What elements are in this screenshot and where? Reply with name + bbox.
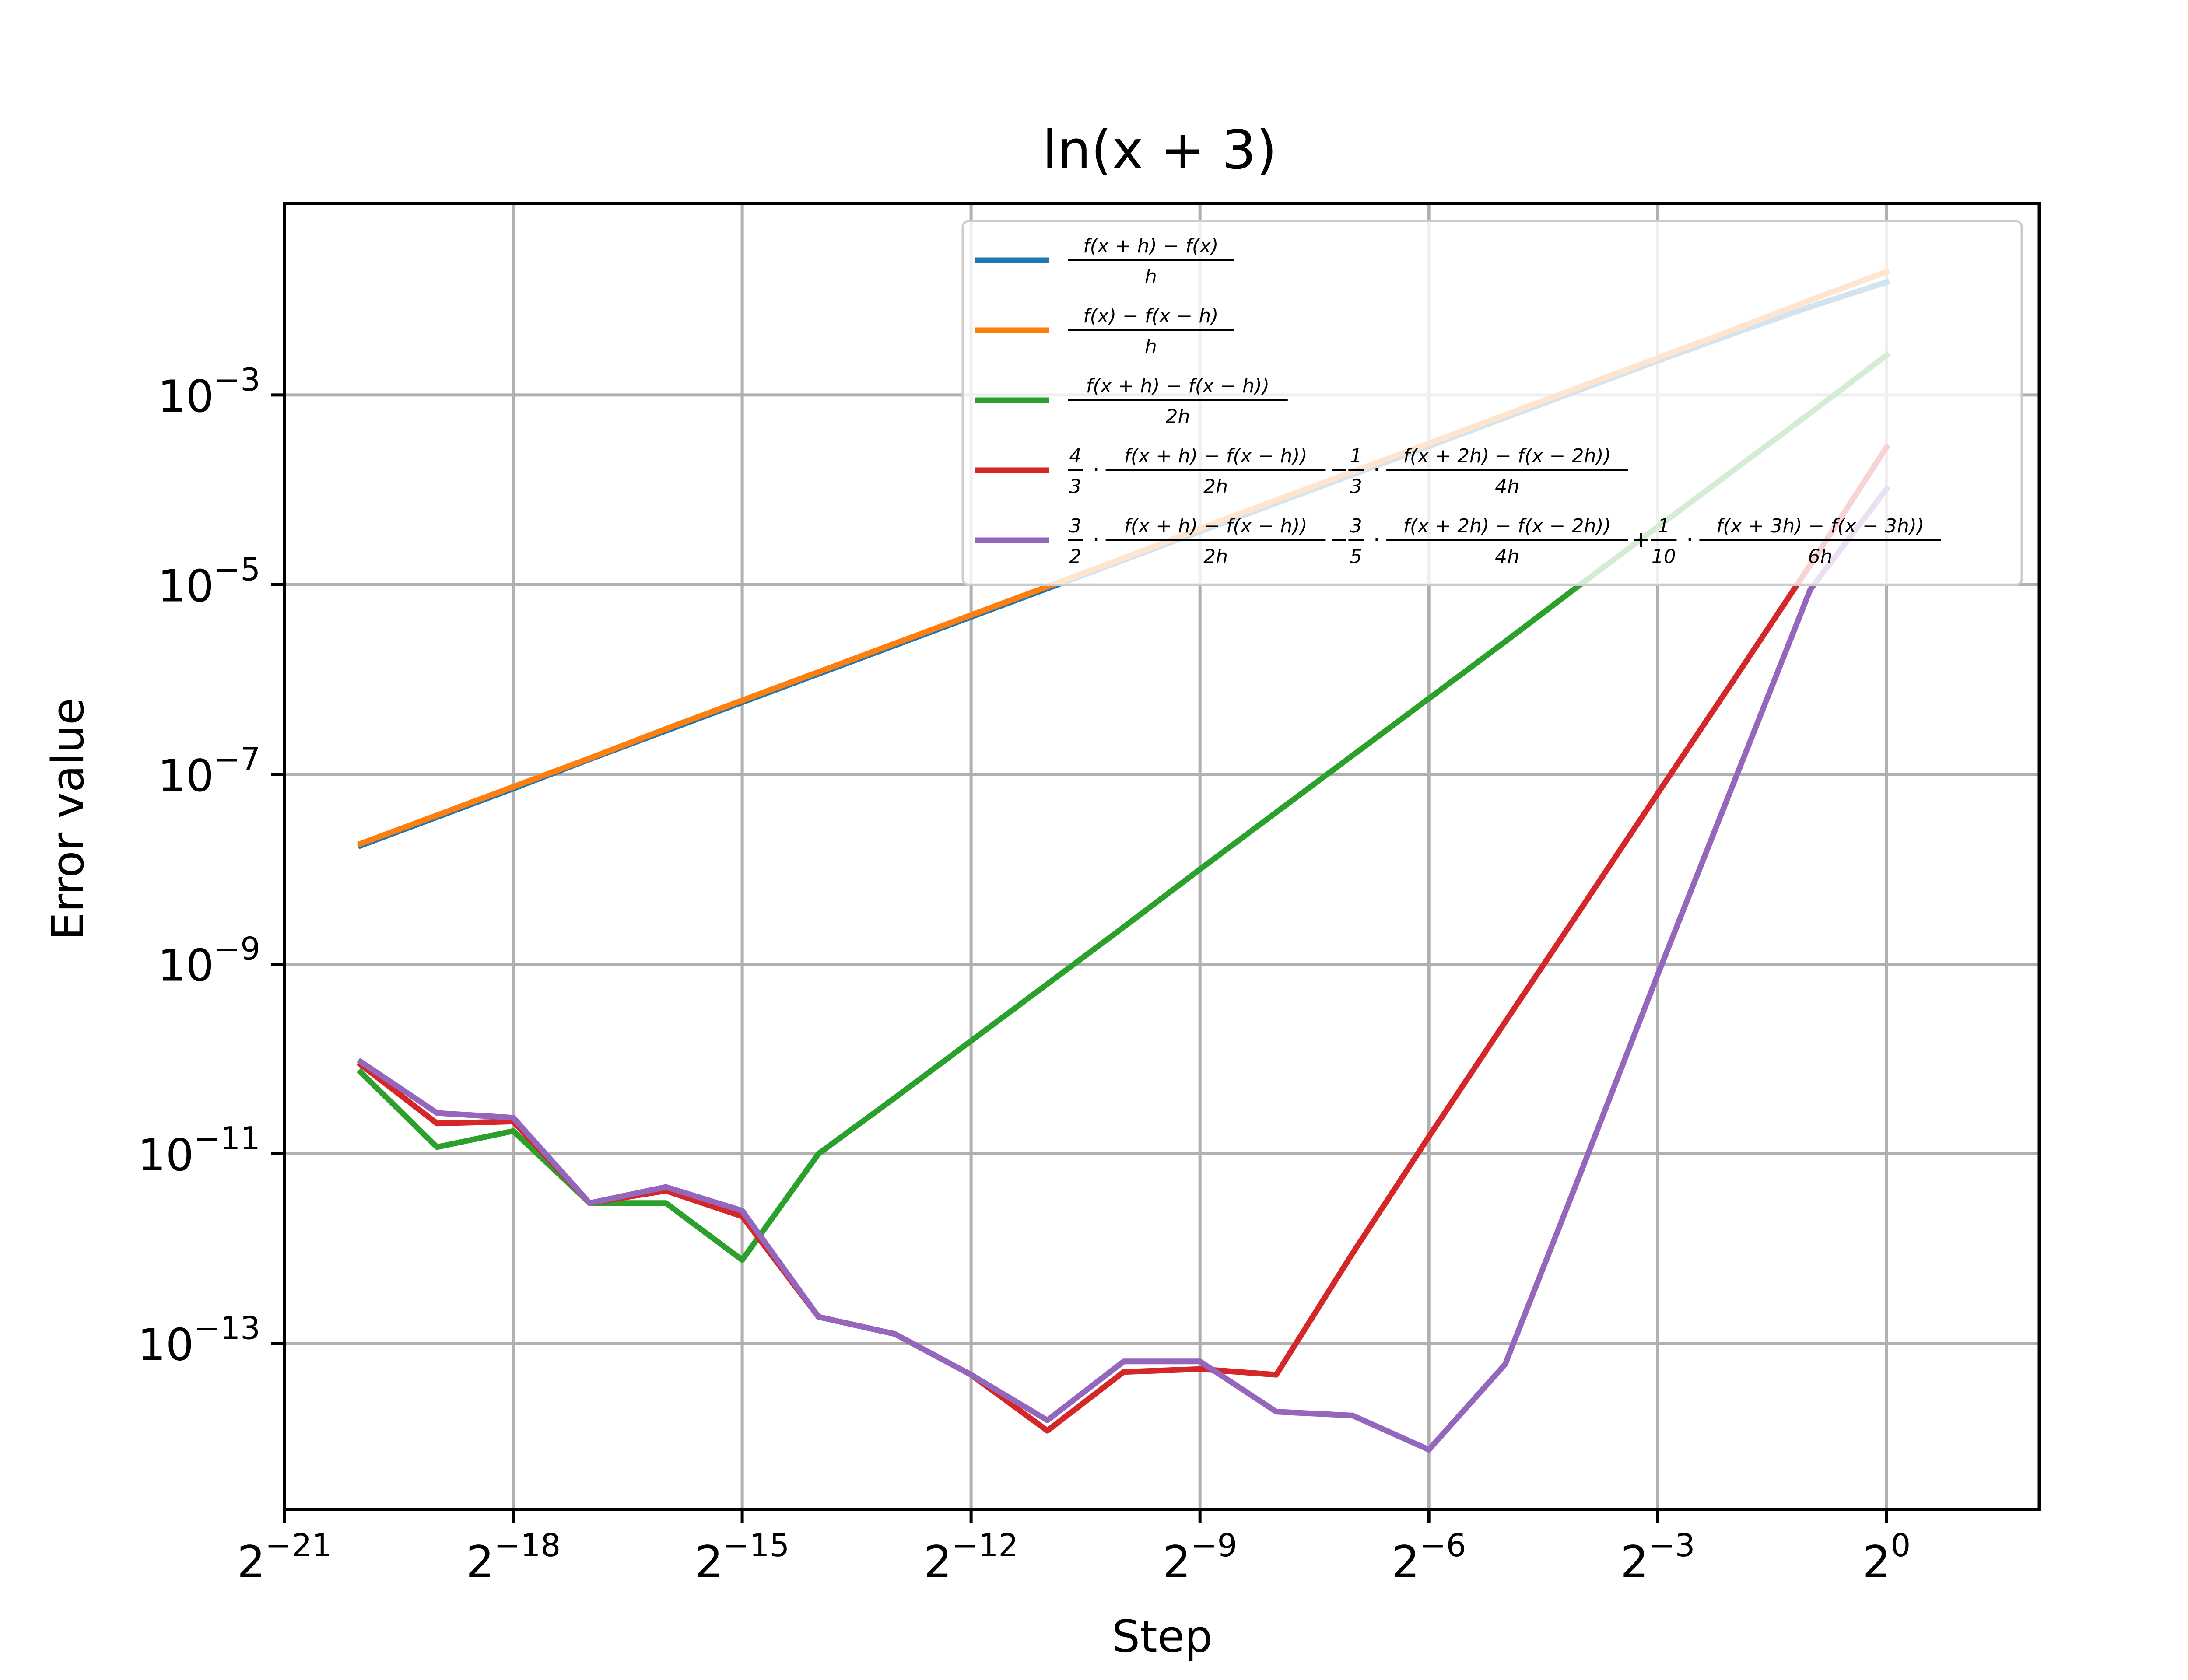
legend-operator: · bbox=[1686, 527, 1694, 553]
legend-fraction-denominator: 3 bbox=[1350, 476, 1362, 498]
legend: f(x + h) − f(x) h f(x) − f(x − h) h f(x + h)… bbox=[961, 220, 2023, 586]
legend-fraction-numerator: 4 bbox=[1069, 445, 1081, 467]
legend-operator: · bbox=[1092, 527, 1100, 553]
y-axis-label: Error value bbox=[42, 698, 94, 940]
y-tick-label: 10−7 bbox=[158, 741, 260, 802]
y-tick-label: 10−3 bbox=[158, 361, 260, 422]
legend-fraction-denominator: 2 bbox=[1069, 546, 1081, 568]
legend-fraction-denominator: 6h bbox=[1808, 546, 1833, 568]
y-tick-label: 10−9 bbox=[158, 931, 260, 991]
legend-operator: · bbox=[1373, 527, 1381, 553]
x-tick-label: 2−15 bbox=[695, 1527, 789, 1588]
x-tick-label: 2−12 bbox=[924, 1527, 1018, 1588]
legend-fraction-denominator: h bbox=[1145, 336, 1157, 358]
chart-title: ln(x + 3) bbox=[1042, 119, 1277, 181]
legend-fraction-numerator: f(x) − f(x − h) bbox=[1083, 305, 1218, 327]
legend-fraction-numerator: f(x + h) − f(x) bbox=[1083, 235, 1218, 257]
legend-fraction-denominator: 4h bbox=[1495, 546, 1519, 568]
legend-operator: · bbox=[1092, 457, 1100, 483]
x-tick-label: 2−6 bbox=[1392, 1527, 1466, 1588]
legend-operator: + bbox=[1631, 527, 1651, 553]
legend-fraction-denominator: 3 bbox=[1069, 476, 1081, 498]
legend-fraction-numerator: 3 bbox=[1069, 515, 1081, 537]
legend-frame bbox=[961, 220, 2023, 586]
series-line-6th-order-central-difference bbox=[357, 485, 1891, 1452]
y-tick-label: 10−13 bbox=[138, 1310, 260, 1371]
legend-fraction-numerator: 3 bbox=[1350, 515, 1362, 537]
legend-fraction-denominator: 2h bbox=[1203, 546, 1228, 568]
legend-fraction-numerator: 1 bbox=[1658, 515, 1670, 537]
x-tick-label: 2−18 bbox=[466, 1527, 561, 1588]
legend-fraction-numerator: f(x + h) − f(x − h)) bbox=[1086, 375, 1269, 397]
x-tick-label: 2−3 bbox=[1620, 1527, 1695, 1588]
legend-operator: − bbox=[1329, 457, 1349, 483]
legend-fraction-denominator: h bbox=[1145, 266, 1157, 288]
axes-frame bbox=[283, 202, 2041, 1511]
legend-operator: − bbox=[1329, 527, 1349, 553]
legend-fraction-denominator: 10 bbox=[1652, 546, 1676, 568]
y-tick-label: 10−5 bbox=[158, 551, 260, 612]
legend-fraction-numerator: f(x + 2h) − f(x − 2h)) bbox=[1403, 445, 1611, 467]
legend-fraction-denominator: 4h bbox=[1495, 476, 1519, 498]
x-tick-label: 2−21 bbox=[237, 1527, 332, 1588]
legend-fraction-numerator: f(x + h) − f(x − h)) bbox=[1124, 515, 1307, 537]
legend-fraction-numerator: f(x + 2h) − f(x − 2h)) bbox=[1403, 515, 1611, 537]
legend-fraction-denominator: 2h bbox=[1203, 476, 1228, 498]
x-tick-label: 20 bbox=[1862, 1527, 1911, 1588]
x-axis-label: Step bbox=[1112, 1610, 1213, 1662]
y-tick-label: 10−11 bbox=[138, 1120, 260, 1181]
legend-fraction-numerator: 1 bbox=[1350, 445, 1362, 467]
legend-operator: · bbox=[1373, 457, 1381, 483]
x-tick-label: 2−9 bbox=[1163, 1527, 1237, 1588]
legend-fraction-numerator: f(x + h) − f(x − h)) bbox=[1124, 445, 1307, 467]
legend-fraction-denominator: 2h bbox=[1165, 406, 1190, 428]
legend-fraction-numerator: f(x + 3h) − f(x − 3h)) bbox=[1716, 515, 1924, 537]
legend-fraction-denominator: 5 bbox=[1350, 546, 1362, 568]
plot-area: 2−21 2−18 2−15 2−12 2−9 2−6 2−3 2010−310−510−71… bbox=[138, 202, 2041, 1588]
